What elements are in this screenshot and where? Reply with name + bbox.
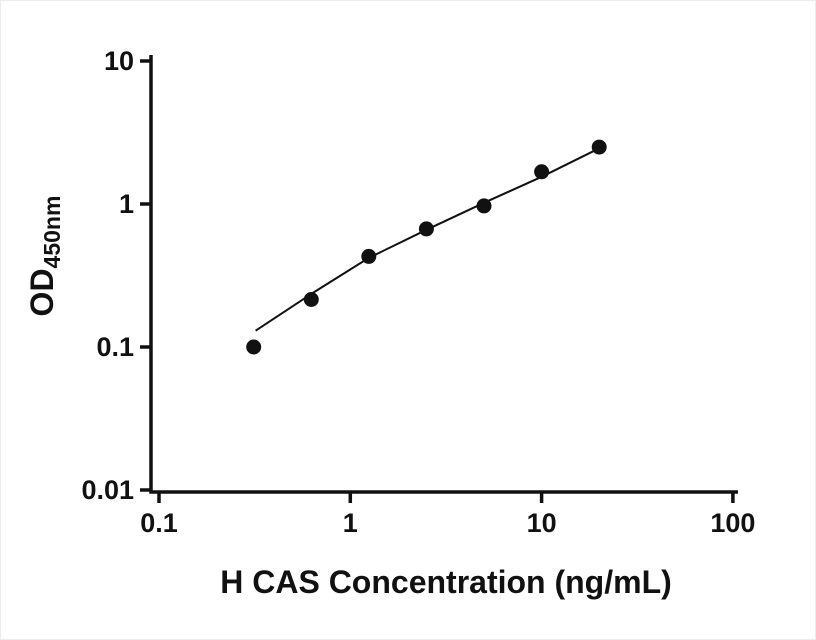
x-axis-title: H CAS Concentration (ng/mL) [220, 564, 672, 600]
data-point [246, 339, 262, 355]
x-tick-label: 100 [710, 508, 755, 538]
data-point [534, 164, 550, 180]
x-tick-label: 1 [343, 508, 358, 538]
data-point [361, 248, 377, 264]
y-tick-label: 0.1 [96, 332, 134, 362]
data-point [303, 292, 319, 307]
data-point [476, 198, 492, 214]
data-point [591, 139, 607, 155]
axes-spine [149, 55, 738, 494]
x-tick-label: 10 [527, 508, 557, 538]
data-point [418, 221, 434, 237]
y-tick-label: 10 [104, 46, 134, 76]
y-tick-label: 1 [119, 189, 134, 219]
x-tick-label: 0.1 [140, 508, 178, 538]
y-tick-label: 0.01 [81, 475, 134, 505]
y-axis-title: OD450nm [24, 196, 65, 317]
